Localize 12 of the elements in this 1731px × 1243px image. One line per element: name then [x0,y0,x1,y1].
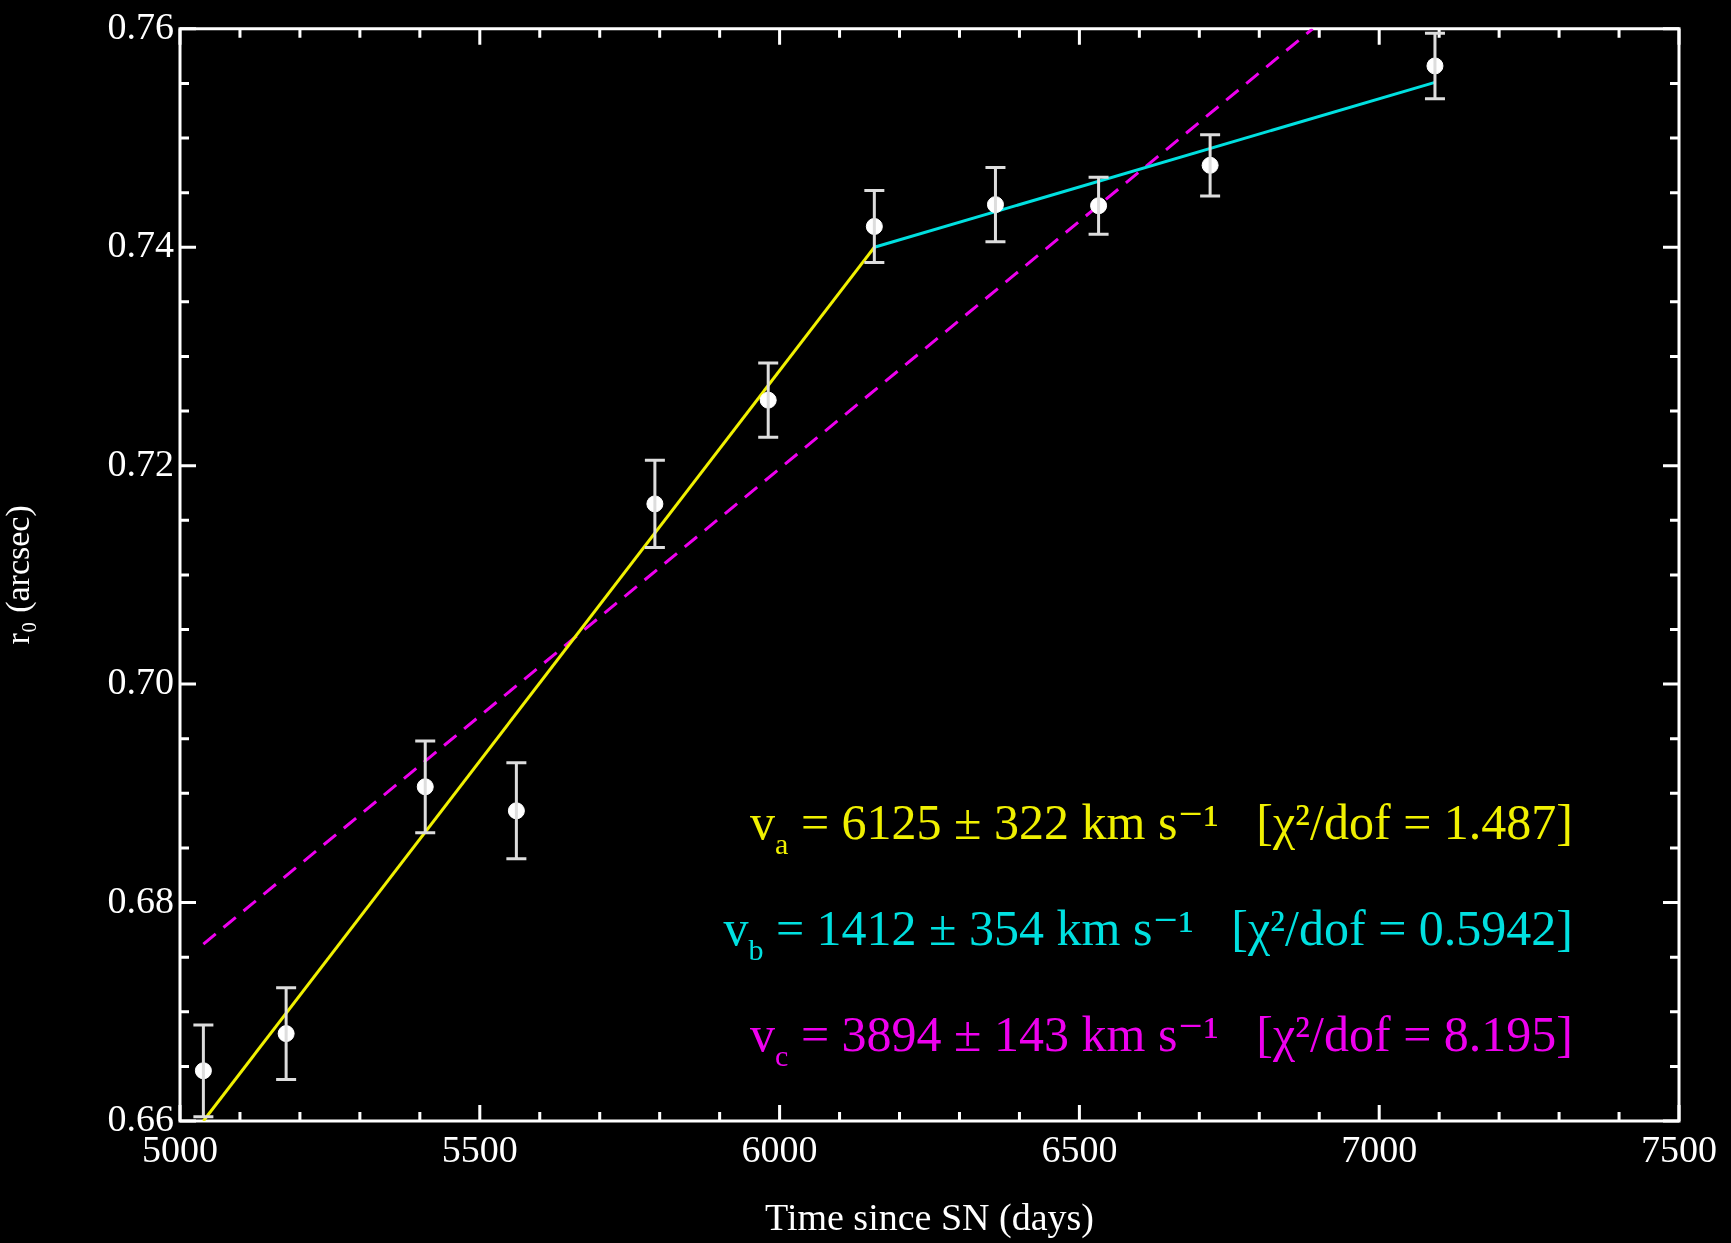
y-tick-label: 0.76 [107,4,174,47]
x-tick-label: 5500 [441,1127,518,1170]
y-tick-label: 0.72 [107,441,174,484]
y-tick-label: 0.68 [107,878,174,921]
x-tick-label: 7000 [1341,1127,1418,1170]
x-tick-label: 6000 [741,1127,818,1170]
y-tick-label: 0.70 [107,660,174,703]
y-axis-title: r₀ (arcsec) [0,505,38,645]
y-tick-label: 0.74 [107,223,174,266]
x-tick-label: 6500 [1041,1127,1118,1170]
x-tick-label: 7500 [1641,1127,1717,1170]
x-axis-title: Time since SN (days) [765,1196,1094,1240]
